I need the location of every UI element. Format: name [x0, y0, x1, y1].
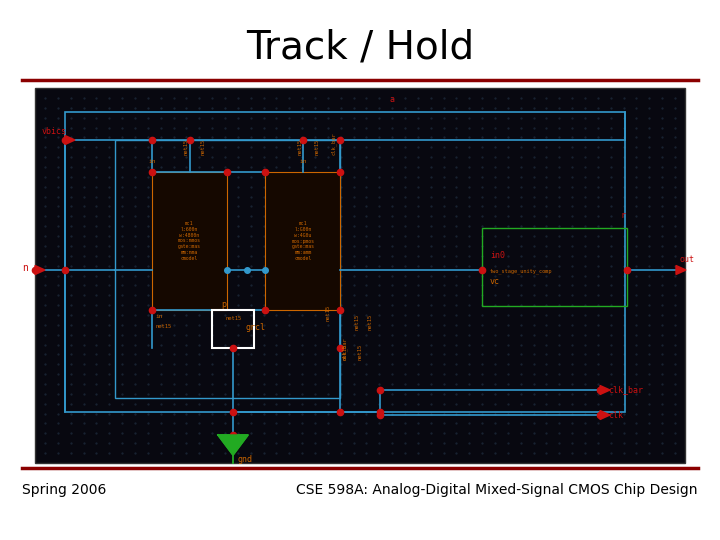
Text: in0: in0 [490, 251, 505, 260]
Text: m:1
l:600n
w:4800n
mos:nmos
gate:mas
mm:nma
cmodel: m:1 l:600n w:4800n mos:nmos gate:mas mm:… [178, 221, 200, 261]
Text: vc: vc [490, 277, 500, 286]
Polygon shape [600, 410, 610, 420]
Text: grcl: grcl [245, 323, 265, 333]
Text: gnd: gnd [238, 456, 253, 464]
Bar [482, 228, 627, 306]
Bar [65, 112, 625, 412]
Text: clk: clk [608, 410, 623, 420]
Text: net15: net15 [155, 324, 171, 329]
Text: net15: net15 [315, 139, 320, 155]
Bar [212, 310, 254, 348]
Bar [265, 172, 340, 310]
Text: n: n [22, 263, 28, 273]
Text: m:1
l:G00n
w:4G0u
mos:pmos
gate:mas
mm:amm
cmodel: m:1 l:G00n w:4G0u mos:pmos gate:mas mm:a… [292, 221, 315, 261]
Bar [152, 172, 227, 310]
Polygon shape [35, 266, 45, 274]
Text: clk_bar: clk_bar [608, 386, 643, 395]
Text: in: in [155, 314, 163, 319]
Text: Spring 2006: Spring 2006 [22, 483, 107, 497]
Text: net15: net15 [358, 344, 362, 360]
Text: in: in [148, 159, 156, 164]
Text: net15: net15 [343, 344, 348, 360]
Text: net15: net15 [367, 314, 372, 330]
Text: in: in [300, 159, 307, 164]
Text: net15: net15 [325, 305, 330, 321]
Polygon shape [600, 386, 610, 395]
Text: net15: net15 [200, 139, 205, 155]
Text: clk_bar: clk_bar [342, 338, 348, 360]
Text: net15: net15 [297, 139, 302, 155]
Text: net15: net15 [354, 314, 359, 330]
Text: vbics: vbics [42, 127, 67, 137]
Text: a: a [390, 96, 395, 105]
Text: out: out [680, 255, 695, 265]
Polygon shape [676, 266, 686, 274]
Text: net15: net15 [225, 315, 241, 321]
Bar [115, 140, 340, 398]
Text: r: r [620, 211, 625, 219]
Text: CSE 598A: Analog-Digital Mixed-Signal CMOS Chip Design: CSE 598A: Analog-Digital Mixed-Signal CM… [297, 483, 698, 497]
Polygon shape [65, 136, 75, 145]
Text: Track / Hold: Track / Hold [246, 29, 474, 67]
Bar [35, 88, 685, 463]
Text: net15: net15 [184, 139, 189, 155]
Text: p: p [222, 300, 227, 309]
Polygon shape [218, 435, 248, 455]
Text: clk_bar: clk_bar [331, 132, 337, 155]
Text: two_stage_unity_comp: two_stage_unity_comp [490, 268, 552, 274]
